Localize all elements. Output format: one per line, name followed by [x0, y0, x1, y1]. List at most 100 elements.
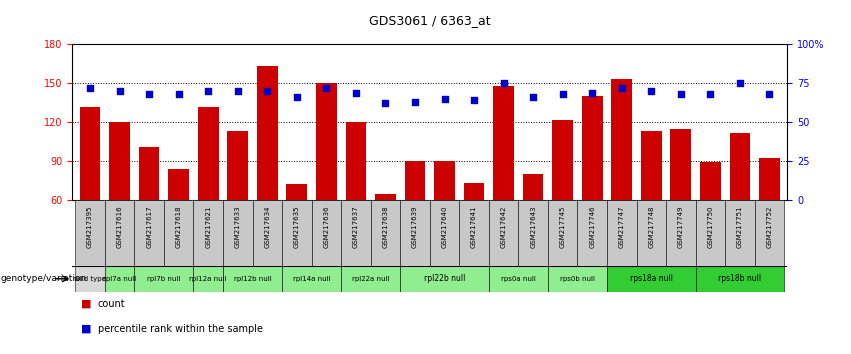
Bar: [729, 132, 751, 200]
Bar: [227, 131, 248, 200]
Point: [202, 88, 215, 94]
Point: [585, 90, 599, 95]
Bar: [223, 200, 253, 266]
Text: rpl22b null: rpl22b null: [424, 274, 465, 283]
Bar: [666, 200, 695, 266]
Text: GSM217639: GSM217639: [412, 205, 418, 248]
Text: rpl7b null: rpl7b null: [147, 276, 180, 282]
Text: GSM217746: GSM217746: [589, 205, 595, 248]
Bar: [725, 200, 755, 266]
Point: [320, 85, 334, 91]
Text: GSM217638: GSM217638: [382, 205, 388, 248]
Bar: [641, 131, 661, 200]
Text: rpl22a null: rpl22a null: [352, 276, 390, 282]
Bar: [257, 66, 277, 200]
Bar: [346, 122, 366, 200]
Point: [762, 91, 776, 97]
Bar: [611, 79, 632, 200]
Bar: [198, 107, 219, 200]
Text: GSM217751: GSM217751: [737, 205, 743, 248]
Bar: [193, 200, 223, 266]
Bar: [552, 120, 573, 200]
Text: GSM217747: GSM217747: [619, 205, 625, 248]
Text: GSM217636: GSM217636: [323, 205, 329, 248]
Bar: [164, 200, 193, 266]
Text: rps18b null: rps18b null: [718, 274, 762, 283]
Point: [349, 90, 363, 95]
Bar: [488, 200, 518, 266]
Point: [142, 91, 156, 97]
Text: percentile rank within the sample: percentile rank within the sample: [98, 324, 263, 334]
Bar: [168, 169, 189, 200]
Point: [615, 85, 629, 91]
Bar: [311, 200, 341, 266]
Bar: [464, 183, 484, 200]
Bar: [287, 184, 307, 200]
Text: GSM217634: GSM217634: [265, 205, 271, 248]
Text: GSM217745: GSM217745: [560, 205, 566, 248]
Text: GSM217749: GSM217749: [678, 205, 684, 248]
Bar: [75, 200, 105, 266]
Point: [437, 96, 451, 102]
Text: GSM217616: GSM217616: [117, 205, 123, 248]
Bar: [371, 200, 400, 266]
Bar: [341, 200, 371, 266]
Text: rpl14a null: rpl14a null: [293, 276, 330, 282]
Point: [497, 80, 511, 86]
Bar: [518, 200, 548, 266]
Bar: [282, 266, 341, 292]
Point: [704, 91, 717, 97]
Point: [379, 101, 392, 106]
Text: rps0a null: rps0a null: [501, 276, 536, 282]
Text: GSM217641: GSM217641: [471, 205, 477, 248]
Text: GSM217748: GSM217748: [648, 205, 654, 248]
Bar: [434, 161, 455, 200]
Bar: [400, 200, 430, 266]
Bar: [671, 129, 691, 200]
Bar: [193, 266, 223, 292]
Bar: [578, 200, 607, 266]
Bar: [109, 122, 130, 200]
Text: GSM217617: GSM217617: [146, 205, 152, 248]
Text: rps18a null: rps18a null: [630, 274, 673, 283]
Text: GDS3061 / 6363_at: GDS3061 / 6363_at: [369, 13, 490, 27]
Text: rpl7a null: rpl7a null: [103, 276, 136, 282]
Bar: [223, 266, 282, 292]
Point: [83, 85, 97, 91]
Bar: [607, 200, 637, 266]
Bar: [282, 200, 311, 266]
Point: [556, 91, 569, 97]
Bar: [755, 200, 785, 266]
Bar: [134, 200, 164, 266]
Bar: [759, 159, 780, 200]
Bar: [695, 266, 785, 292]
Text: GSM217643: GSM217643: [530, 205, 536, 248]
Bar: [548, 266, 607, 292]
Bar: [607, 266, 695, 292]
Point: [113, 88, 127, 94]
Point: [290, 95, 304, 100]
Text: GSM217635: GSM217635: [294, 205, 300, 248]
Text: GSM217637: GSM217637: [353, 205, 359, 248]
Point: [526, 95, 540, 100]
Bar: [316, 83, 337, 200]
Bar: [548, 200, 578, 266]
Point: [674, 91, 688, 97]
Text: GSM217633: GSM217633: [235, 205, 241, 248]
Text: GSM217642: GSM217642: [500, 205, 506, 248]
Text: wild type: wild type: [74, 276, 106, 282]
Text: genotype/variation: genotype/variation: [1, 274, 87, 283]
Text: rpl12a null: rpl12a null: [190, 276, 227, 282]
Bar: [341, 266, 400, 292]
Text: GSM217750: GSM217750: [707, 205, 713, 248]
Point: [172, 91, 186, 97]
Bar: [75, 266, 105, 292]
Bar: [105, 266, 134, 292]
Bar: [430, 200, 460, 266]
Text: count: count: [98, 299, 125, 309]
Text: GSM217640: GSM217640: [442, 205, 448, 248]
Point: [733, 80, 746, 86]
Text: GSM217752: GSM217752: [767, 205, 773, 248]
Text: ■: ■: [81, 299, 91, 309]
Text: GSM217618: GSM217618: [175, 205, 181, 248]
